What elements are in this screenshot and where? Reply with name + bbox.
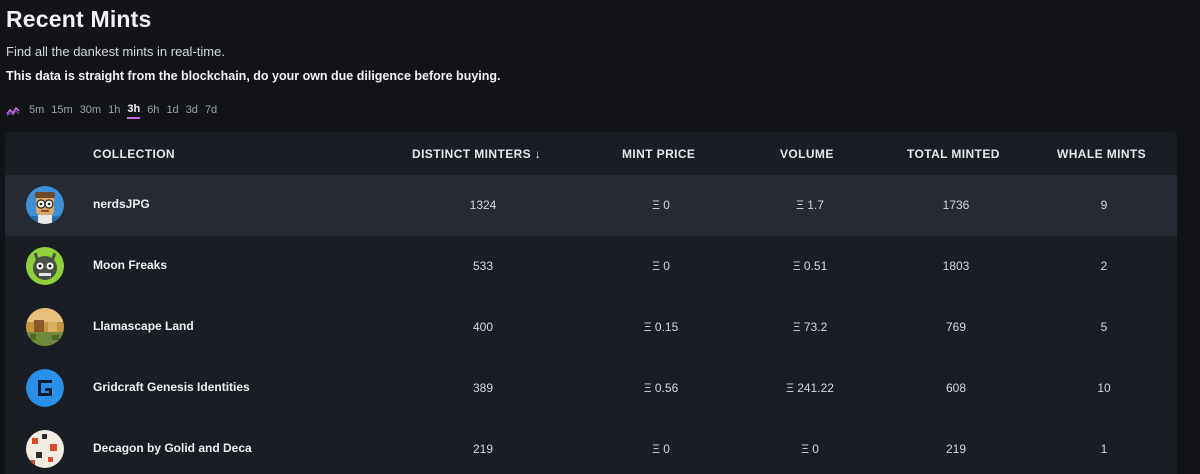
gridcraft-logo-icon (26, 369, 64, 407)
collection-name[interactable]: Gridcraft Genesis Identities (93, 380, 250, 394)
header-distinct-minters[interactable]: DISTINCT MINTERS ↓ (412, 147, 542, 161)
range-option-1d[interactable]: 1d (166, 104, 179, 116)
total-minted-value: 1736 (942, 198, 970, 212)
mint-price-value: Ξ 0.15 (643, 320, 679, 334)
mint-price-value: Ξ 0.56 (643, 381, 679, 395)
range-option-3h[interactable]: 3h (127, 103, 141, 119)
header-volume[interactable]: VOLUME (780, 147, 834, 161)
whale-mints-value: 9 (1100, 198, 1108, 212)
range-option-7d[interactable]: 7d (204, 104, 218, 116)
header-whale-mints[interactable]: WHALE MINTS (1057, 147, 1147, 161)
whale-mints-value: 1 (1100, 442, 1108, 456)
table-row[interactable]: Gridcraft Genesis Identities 389 Ξ 0.56 … (5, 358, 1177, 419)
range-option-5m[interactable]: 5m (29, 104, 45, 116)
table-row[interactable]: Moon Freaks 533 Ξ 0 Ξ 0.51 1803 2 (5, 236, 1177, 297)
sparkline-icon (6, 106, 20, 117)
collection-name[interactable]: Llamascape Land (93, 319, 194, 333)
mint-price-value: Ξ 0 (652, 442, 670, 456)
distinct-minters-value: 400 (472, 320, 494, 334)
range-option-3d[interactable]: 3d (185, 104, 198, 116)
whale-mints-value: 10 (1097, 381, 1111, 395)
freak-avatar-icon (26, 247, 64, 285)
time-range-selector: 5m 15m 30m 1h 3h 6h 1d 3d 7d (6, 103, 217, 119)
total-minted-value: 1803 (942, 259, 970, 273)
whale-mints-value: 2 (1100, 259, 1108, 273)
volume-value: Ξ 0.51 (792, 259, 828, 273)
page-subtitle: Find all the dankest mints in real-time. (6, 44, 225, 59)
range-option-1h[interactable]: 1h (108, 104, 121, 116)
total-minted-value: 608 (945, 381, 967, 395)
distinct-minters-value: 533 (472, 259, 494, 273)
volume-value: Ξ 241.22 (786, 381, 834, 395)
header-total-minted[interactable]: TOTAL MINTED (907, 147, 1000, 161)
range-option-30m[interactable]: 30m (79, 104, 102, 116)
mint-price-value: Ξ 0 (652, 259, 670, 273)
table-header: COLLECTION DISTINCT MINTERS ↓ MINT PRICE… (5, 132, 1177, 175)
mint-price-value: Ξ 0 (652, 198, 670, 212)
total-minted-value: 219 (945, 442, 967, 456)
collection-name[interactable]: Decagon by Golid and Deca (93, 441, 252, 455)
table-row[interactable]: Decagon by Golid and Deca 219 Ξ 0 Ξ 0 21… (5, 419, 1177, 474)
volume-value: Ξ 1.7 (796, 198, 824, 212)
table-row[interactable]: Llamascape Land 400 Ξ 0.15 Ξ 73.2 769 5 (5, 297, 1177, 358)
header-collection[interactable]: COLLECTION (93, 147, 175, 161)
volume-value: Ξ 0 (801, 442, 819, 456)
table-row[interactable]: nerdsJPG 1324 Ξ 0 Ξ 1.7 1736 9 (5, 175, 1177, 236)
disclaimer-text: This data is straight from the blockchai… (6, 69, 501, 83)
header-mint-price[interactable]: MINT PRICE (622, 147, 696, 161)
distinct-minters-value: 1324 (469, 198, 497, 212)
range-option-15m[interactable]: 15m (51, 104, 73, 116)
land-avatar-icon (26, 308, 64, 346)
distinct-minters-value: 389 (472, 381, 494, 395)
decagon-avatar-icon (26, 430, 64, 468)
range-option-6h[interactable]: 6h (147, 104, 160, 116)
page-title: Recent Mints (6, 6, 152, 32)
total-minted-value: 769 (945, 320, 967, 334)
collection-name[interactable]: nerdsJPG (93, 197, 150, 211)
nerd-avatar-icon (26, 186, 64, 224)
mints-table: COLLECTION DISTINCT MINTERS ↓ MINT PRICE… (5, 132, 1177, 474)
collection-name[interactable]: Moon Freaks (93, 258, 168, 272)
volume-value: Ξ 73.2 (792, 320, 828, 334)
whale-mints-value: 5 (1100, 320, 1108, 334)
distinct-minters-value: 219 (472, 442, 494, 456)
